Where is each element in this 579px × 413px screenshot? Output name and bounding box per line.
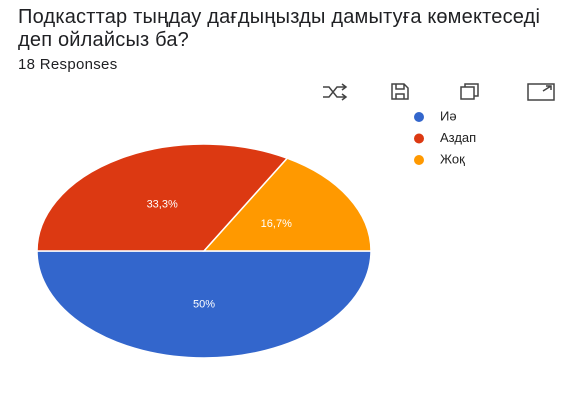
expand-icon[interactable]	[527, 83, 555, 101]
toolbar	[323, 83, 555, 101]
copy-icon[interactable]	[460, 83, 479, 100]
chart-title: Подкасттар тыңдау дағдыңызды дамытуға кө…	[18, 6, 541, 51]
legend-marker	[414, 133, 424, 144]
legend-label: Аздап	[440, 130, 476, 145]
data-label: 16,7%	[261, 218, 292, 230]
shuffle-icon[interactable]	[323, 83, 348, 101]
pie-slice	[36, 143, 289, 252]
save-icon[interactable]	[391, 83, 409, 100]
response-count: 18 Responses	[18, 56, 118, 73]
legend-label: Иә	[440, 108, 457, 123]
legend-label: Жоқ	[440, 151, 465, 166]
data-label: 33,3%	[147, 199, 178, 211]
pie-slice	[202, 157, 372, 252]
data-label: 50%	[193, 298, 215, 310]
legend-marker	[414, 112, 424, 122]
legend-marker	[414, 155, 424, 165]
pie-slice	[36, 250, 372, 359]
